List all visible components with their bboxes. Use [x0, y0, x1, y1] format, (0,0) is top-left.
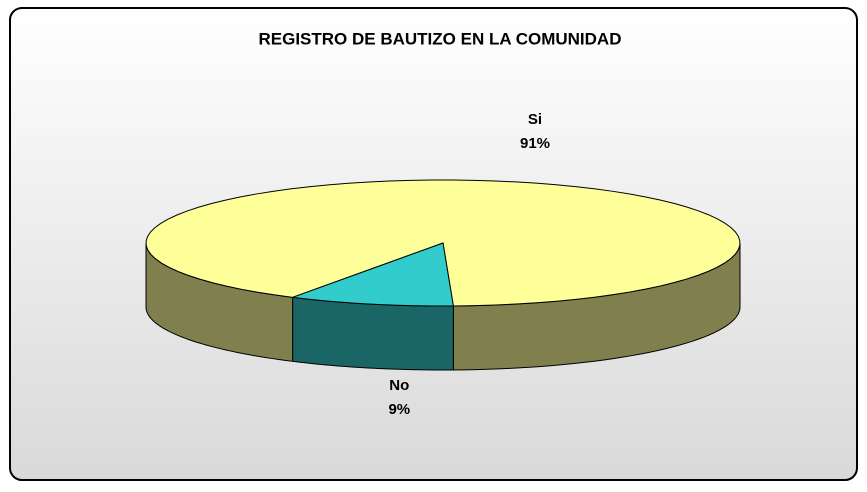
pie	[145, 179, 741, 371]
data-label-value: 91%	[520, 135, 550, 152]
chart-title: REGISTRO DE BAUTIZO EN LA COMUNIDAD	[259, 29, 622, 48]
data-label-name: Si	[528, 111, 542, 128]
data-label-value: 9%	[388, 401, 410, 418]
pie-side	[292, 296, 454, 371]
data-label-name: No	[389, 377, 409, 394]
pie-slice	[292, 242, 454, 307]
